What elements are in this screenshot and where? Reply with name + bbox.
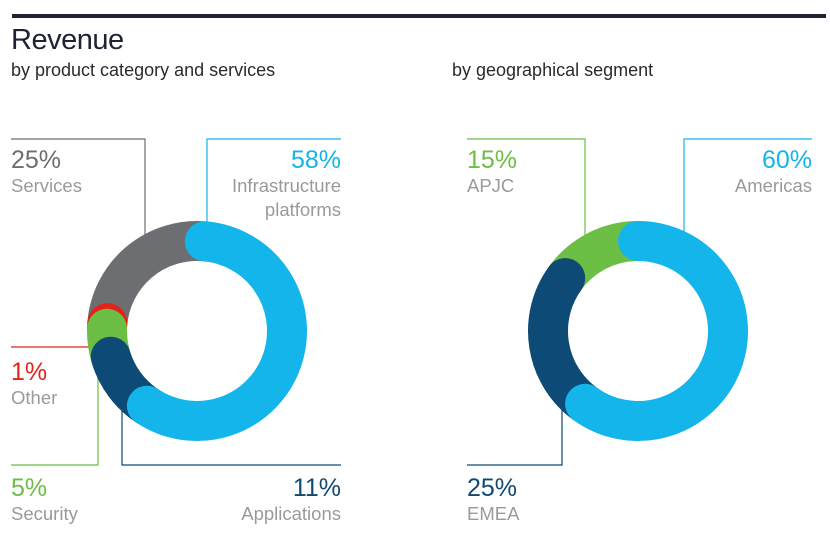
donut-chart-2: 60%Americas 25%EMEA 15%APJC <box>467 138 812 524</box>
leader-line-applications <box>121 410 341 466</box>
pct-label-security: 5% <box>11 474 47 502</box>
category-label-infrastructure-platforms: platforms <box>265 199 341 220</box>
page-title: Revenue <box>11 24 124 56</box>
leader-line-emea <box>467 402 563 466</box>
pct-label-americas: 60% <box>762 146 812 174</box>
pct-label-services: 25% <box>11 146 61 174</box>
category-label-americas: Americas <box>735 175 812 196</box>
category-label-emea: EMEA <box>467 503 520 524</box>
pct-label-infrastructure-platforms: 58% <box>291 146 341 174</box>
category-label-infrastructure-platforms: Infrastructure <box>232 175 341 196</box>
slice-infrastructure-platforms <box>126 221 307 441</box>
category-label-applications: Applications <box>241 503 341 524</box>
subtitle-geography: by geographical segment <box>452 60 654 80</box>
donut-chart-1: 58%Infrastructure platforms 11%Application… <box>11 138 341 524</box>
pct-label-emea: 25% <box>467 474 517 502</box>
category-label-other: Other <box>11 387 57 408</box>
category-label-services: Services <box>11 175 82 196</box>
pct-label-applications: 11% <box>293 474 341 502</box>
leader-line-americas <box>683 138 812 232</box>
pct-label-apjc: 15% <box>467 146 517 174</box>
top-rule <box>12 14 826 18</box>
leader-line-security <box>11 374 99 466</box>
pct-label-other: 1% <box>11 358 47 386</box>
slice-americas <box>565 221 748 441</box>
category-label-security: Security <box>11 503 79 524</box>
leader-line-infrastructure-platforms <box>206 138 341 228</box>
leader-line-apjc <box>467 138 586 240</box>
category-label-apjc: APJC <box>467 175 514 196</box>
subtitle-product: by product category and services <box>11 60 276 80</box>
leader-line-services <box>11 138 146 237</box>
